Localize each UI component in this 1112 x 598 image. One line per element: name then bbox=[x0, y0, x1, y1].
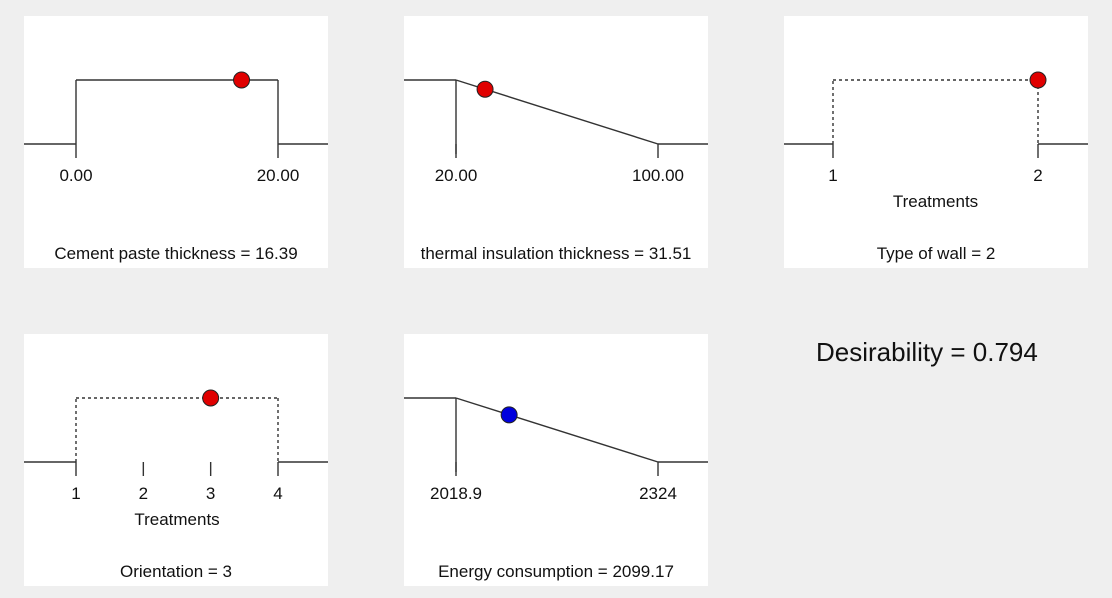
current-setting-point bbox=[202, 389, 220, 407]
tick-label: 20.00 bbox=[434, 166, 478, 185]
ramp-plot bbox=[404, 79, 708, 158]
tick-label: 2018.9 bbox=[430, 484, 482, 503]
current-setting-point bbox=[233, 71, 251, 89]
current-setting-point bbox=[500, 406, 518, 424]
current-setting-point bbox=[1029, 71, 1047, 89]
caption: thermal insulation thickness = 31.51 bbox=[420, 244, 692, 263]
axis-title: Treatments bbox=[892, 192, 979, 211]
panel-type-of-wall: Type of wall = 2 1 2 Treatments bbox=[784, 16, 1088, 268]
caption: Orientation = 3 bbox=[120, 562, 232, 581]
tick-label: 100.00 bbox=[632, 166, 684, 185]
axis-title: Treatments bbox=[134, 510, 220, 529]
caption: Energy consumption = 2099.17 bbox=[438, 562, 674, 581]
tick-label: 3 bbox=[205, 484, 216, 503]
ramp-plot bbox=[404, 397, 708, 476]
tick-label: 0.00 bbox=[59, 166, 93, 185]
panel-energy-consumption: Energy consumption = 2099.17 2018.9 2324 bbox=[404, 334, 708, 586]
panel-orientation: Orientation = 3 1 2 3 4 Treatments bbox=[24, 334, 328, 586]
tick-label: 1 bbox=[71, 484, 81, 503]
desirability-value: Desirability = 0.794 bbox=[816, 337, 1038, 367]
desirability-ramp bbox=[455, 397, 659, 463]
ramp-plot bbox=[24, 71, 328, 158]
panel-thermal-insulation-thickness: thermal insulation thickness = 31.51 20.… bbox=[404, 16, 708, 268]
ramp-plot bbox=[784, 71, 1088, 158]
tick-label: 2 bbox=[138, 484, 149, 503]
ramp-plot bbox=[24, 389, 328, 476]
tick-label: 4 bbox=[273, 484, 283, 503]
tick-label: 2324 bbox=[639, 484, 677, 503]
tick-label: 20.00 bbox=[256, 166, 300, 185]
panel-cement-paste-thickness: Cement paste thickness = 16.39 0.00 20.00 bbox=[24, 16, 328, 268]
caption: Cement paste thickness = 16.39 bbox=[54, 244, 298, 263]
current-setting-point bbox=[476, 80, 494, 98]
tick-label: 1 bbox=[828, 166, 838, 185]
tick-label: 2 bbox=[1033, 166, 1043, 185]
caption: Type of wall = 2 bbox=[876, 244, 996, 263]
